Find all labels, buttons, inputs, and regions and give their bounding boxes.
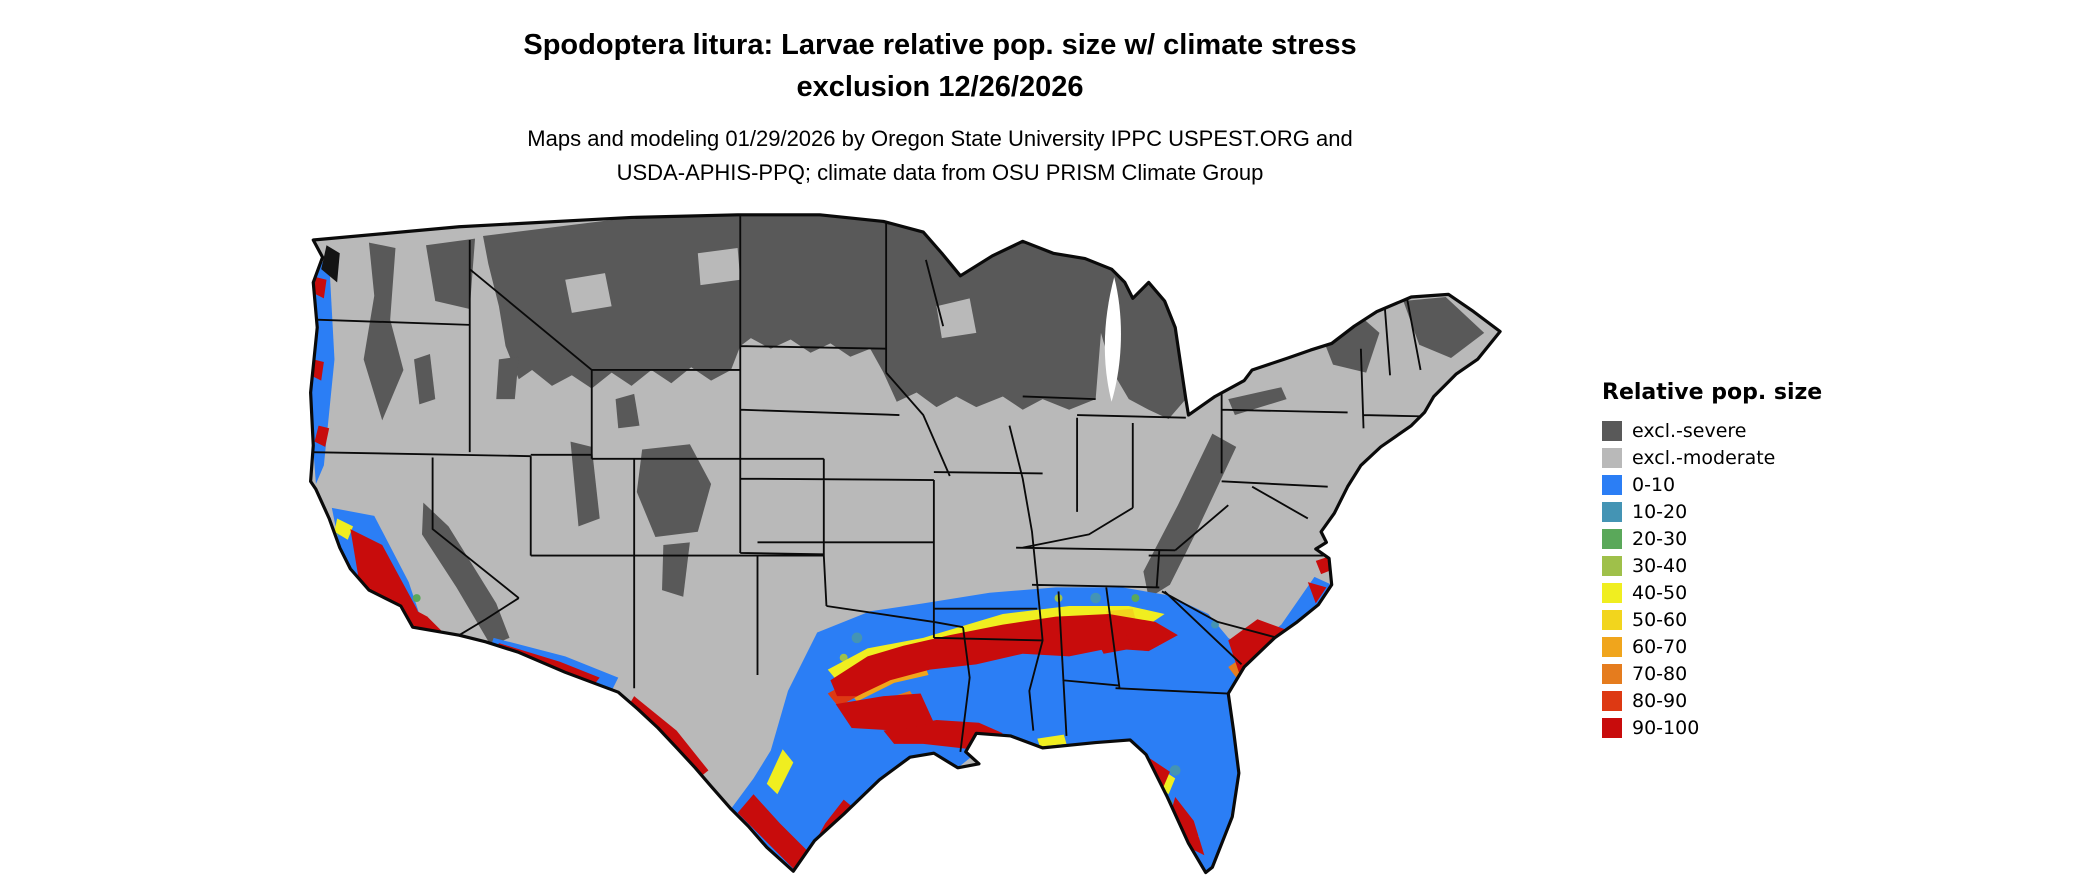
legend-label: 0-10	[1632, 473, 1676, 496]
legend-swatch	[1602, 690, 1622, 711]
legend-swatch	[1602, 447, 1622, 468]
us-map	[300, 200, 1520, 890]
legend-swatch	[1602, 474, 1622, 495]
legend-item: 10-20	[1602, 498, 1822, 525]
conus-outline	[309, 213, 1502, 875]
legend-swatch	[1602, 555, 1622, 576]
legend-item: 20-30	[1602, 525, 1822, 552]
legend-swatch	[1602, 663, 1622, 684]
legend-item: 90-100	[1602, 714, 1822, 741]
map-title-line2: exclusion 12/26/2026	[796, 71, 1084, 103]
map-title-line1: Spodoptera litura: Larvae relative pop. …	[523, 29, 1357, 61]
puget-sound-water	[321, 245, 340, 283]
legend-item: 60-70	[1602, 633, 1822, 660]
legend-label: 60-70	[1632, 635, 1688, 658]
legend-item: 40-50	[1602, 579, 1822, 606]
legend-item: excl.-severe	[1602, 417, 1822, 444]
legend-label: 10-20	[1632, 500, 1688, 523]
legend: Relative pop. size excl.-severe excl.-mod…	[1602, 380, 1822, 741]
legend-label: excl.-moderate	[1632, 446, 1776, 469]
legend-label: 80-90	[1632, 689, 1688, 712]
lake-michigan	[1104, 277, 1121, 402]
legend-swatch	[1602, 528, 1622, 549]
legend-item: 0-10	[1602, 471, 1822, 498]
legend-label: 70-80	[1632, 662, 1688, 685]
legend-items: excl.-severe excl.-moderate 0-10 10-20 20-30…	[1602, 417, 1822, 741]
legend-swatch	[1602, 420, 1622, 441]
legend-item: excl.-moderate	[1602, 444, 1822, 471]
legend-label: 50-60	[1632, 608, 1688, 631]
header: Spodoptera litura: Larvae relative pop. …	[0, 24, 1880, 190]
legend-swatch	[1602, 501, 1622, 522]
legend-swatch	[1602, 582, 1622, 603]
legend-label: 40-50	[1632, 581, 1688, 604]
legend-item: 30-40	[1602, 552, 1822, 579]
legend-title: Relative pop. size	[1602, 380, 1823, 405]
us-map-svg	[309, 213, 1502, 875]
legend-label: 30-40	[1632, 554, 1688, 577]
legend-label: 90-100	[1632, 716, 1700, 739]
legend-label: 20-30	[1632, 527, 1688, 550]
legend-swatch	[1602, 609, 1622, 630]
legend-swatch	[1602, 717, 1622, 738]
map-attribution-line1: Maps and modeling 01/29/2026 by Oregon S…	[527, 126, 1353, 151]
map-attribution-line2: USDA-APHIS-PPQ; climate data from OSU PR…	[616, 160, 1264, 185]
map-attribution: Maps and modeling 01/29/2026 by Oregon S…	[0, 122, 1880, 190]
legend-item: 80-90	[1602, 687, 1822, 714]
legend-swatch	[1602, 636, 1622, 657]
state-borders	[311, 216, 1425, 752]
map-region-excluded-severe	[363, 214, 1485, 646]
legend-item: 50-60	[1602, 606, 1822, 633]
legend-label: excl.-severe	[1632, 419, 1747, 442]
legend-item: 70-80	[1602, 660, 1822, 687]
